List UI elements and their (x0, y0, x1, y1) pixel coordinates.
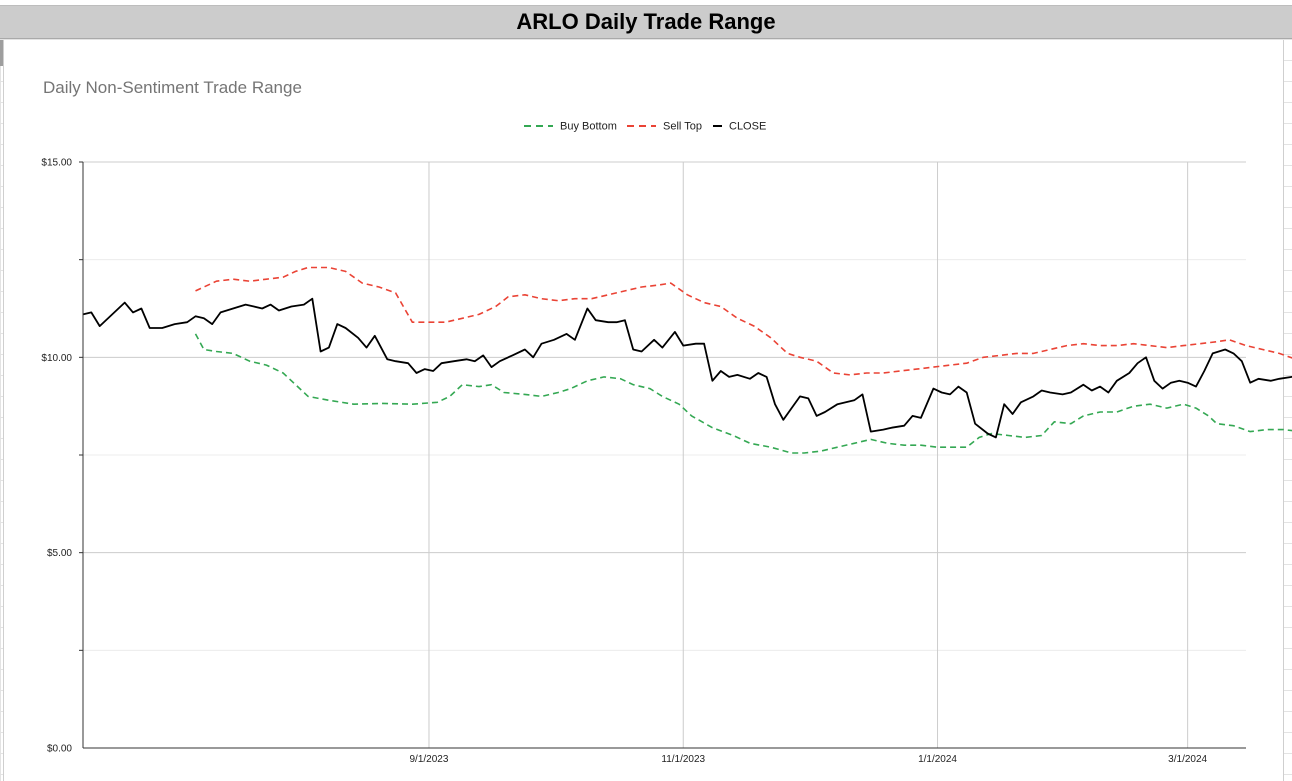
legend-label: Buy Bottom (560, 121, 617, 133)
legend-item[interactable]: Buy Bottom (524, 121, 617, 133)
sheet-header: ARLO Daily Trade Range (0, 5, 1292, 39)
chart-legend: Buy Bottom Sell Top CLOSE (524, 121, 766, 133)
legend-label: CLOSE (729, 121, 766, 133)
top-strip (0, 0, 1292, 5)
y-tick-label: $0.00 (47, 744, 72, 755)
chart-grid (83, 161, 1246, 748)
y-tick-label: $10.00 (41, 353, 72, 364)
x-tick-label: 11/1/2023 (661, 754, 705, 765)
chart-series (82, 266, 1292, 454)
y-tick-label: $15.00 (41, 158, 72, 169)
legend-label: Sell Top (663, 121, 702, 133)
resize-handle[interactable] (0, 40, 3, 66)
series-line-buy-bottom (194, 333, 1292, 454)
legend-item[interactable]: Sell Top (627, 121, 702, 133)
series-line-sell-top (195, 266, 1292, 376)
series-line-close (82, 297, 1292, 439)
chart-title: Daily Non-Sentiment Trade Range (43, 78, 302, 97)
x-tick-label: 3/1/2024 (1168, 754, 1207, 765)
chart-card[interactable] (3, 40, 1284, 781)
header-title: ARLO Daily Trade Range (516, 9, 776, 34)
legend-item[interactable]: CLOSE (713, 121, 766, 133)
chart-axes: $0.00 $5.00 $10.00 $15.00 9/1/2023 11/1/2023 1… (41, 158, 1246, 765)
x-tick-label: 1/1/2024 (918, 754, 957, 765)
y-tick-label: $5.00 (47, 548, 72, 559)
x-tick-label: 9/1/2023 (410, 754, 449, 765)
